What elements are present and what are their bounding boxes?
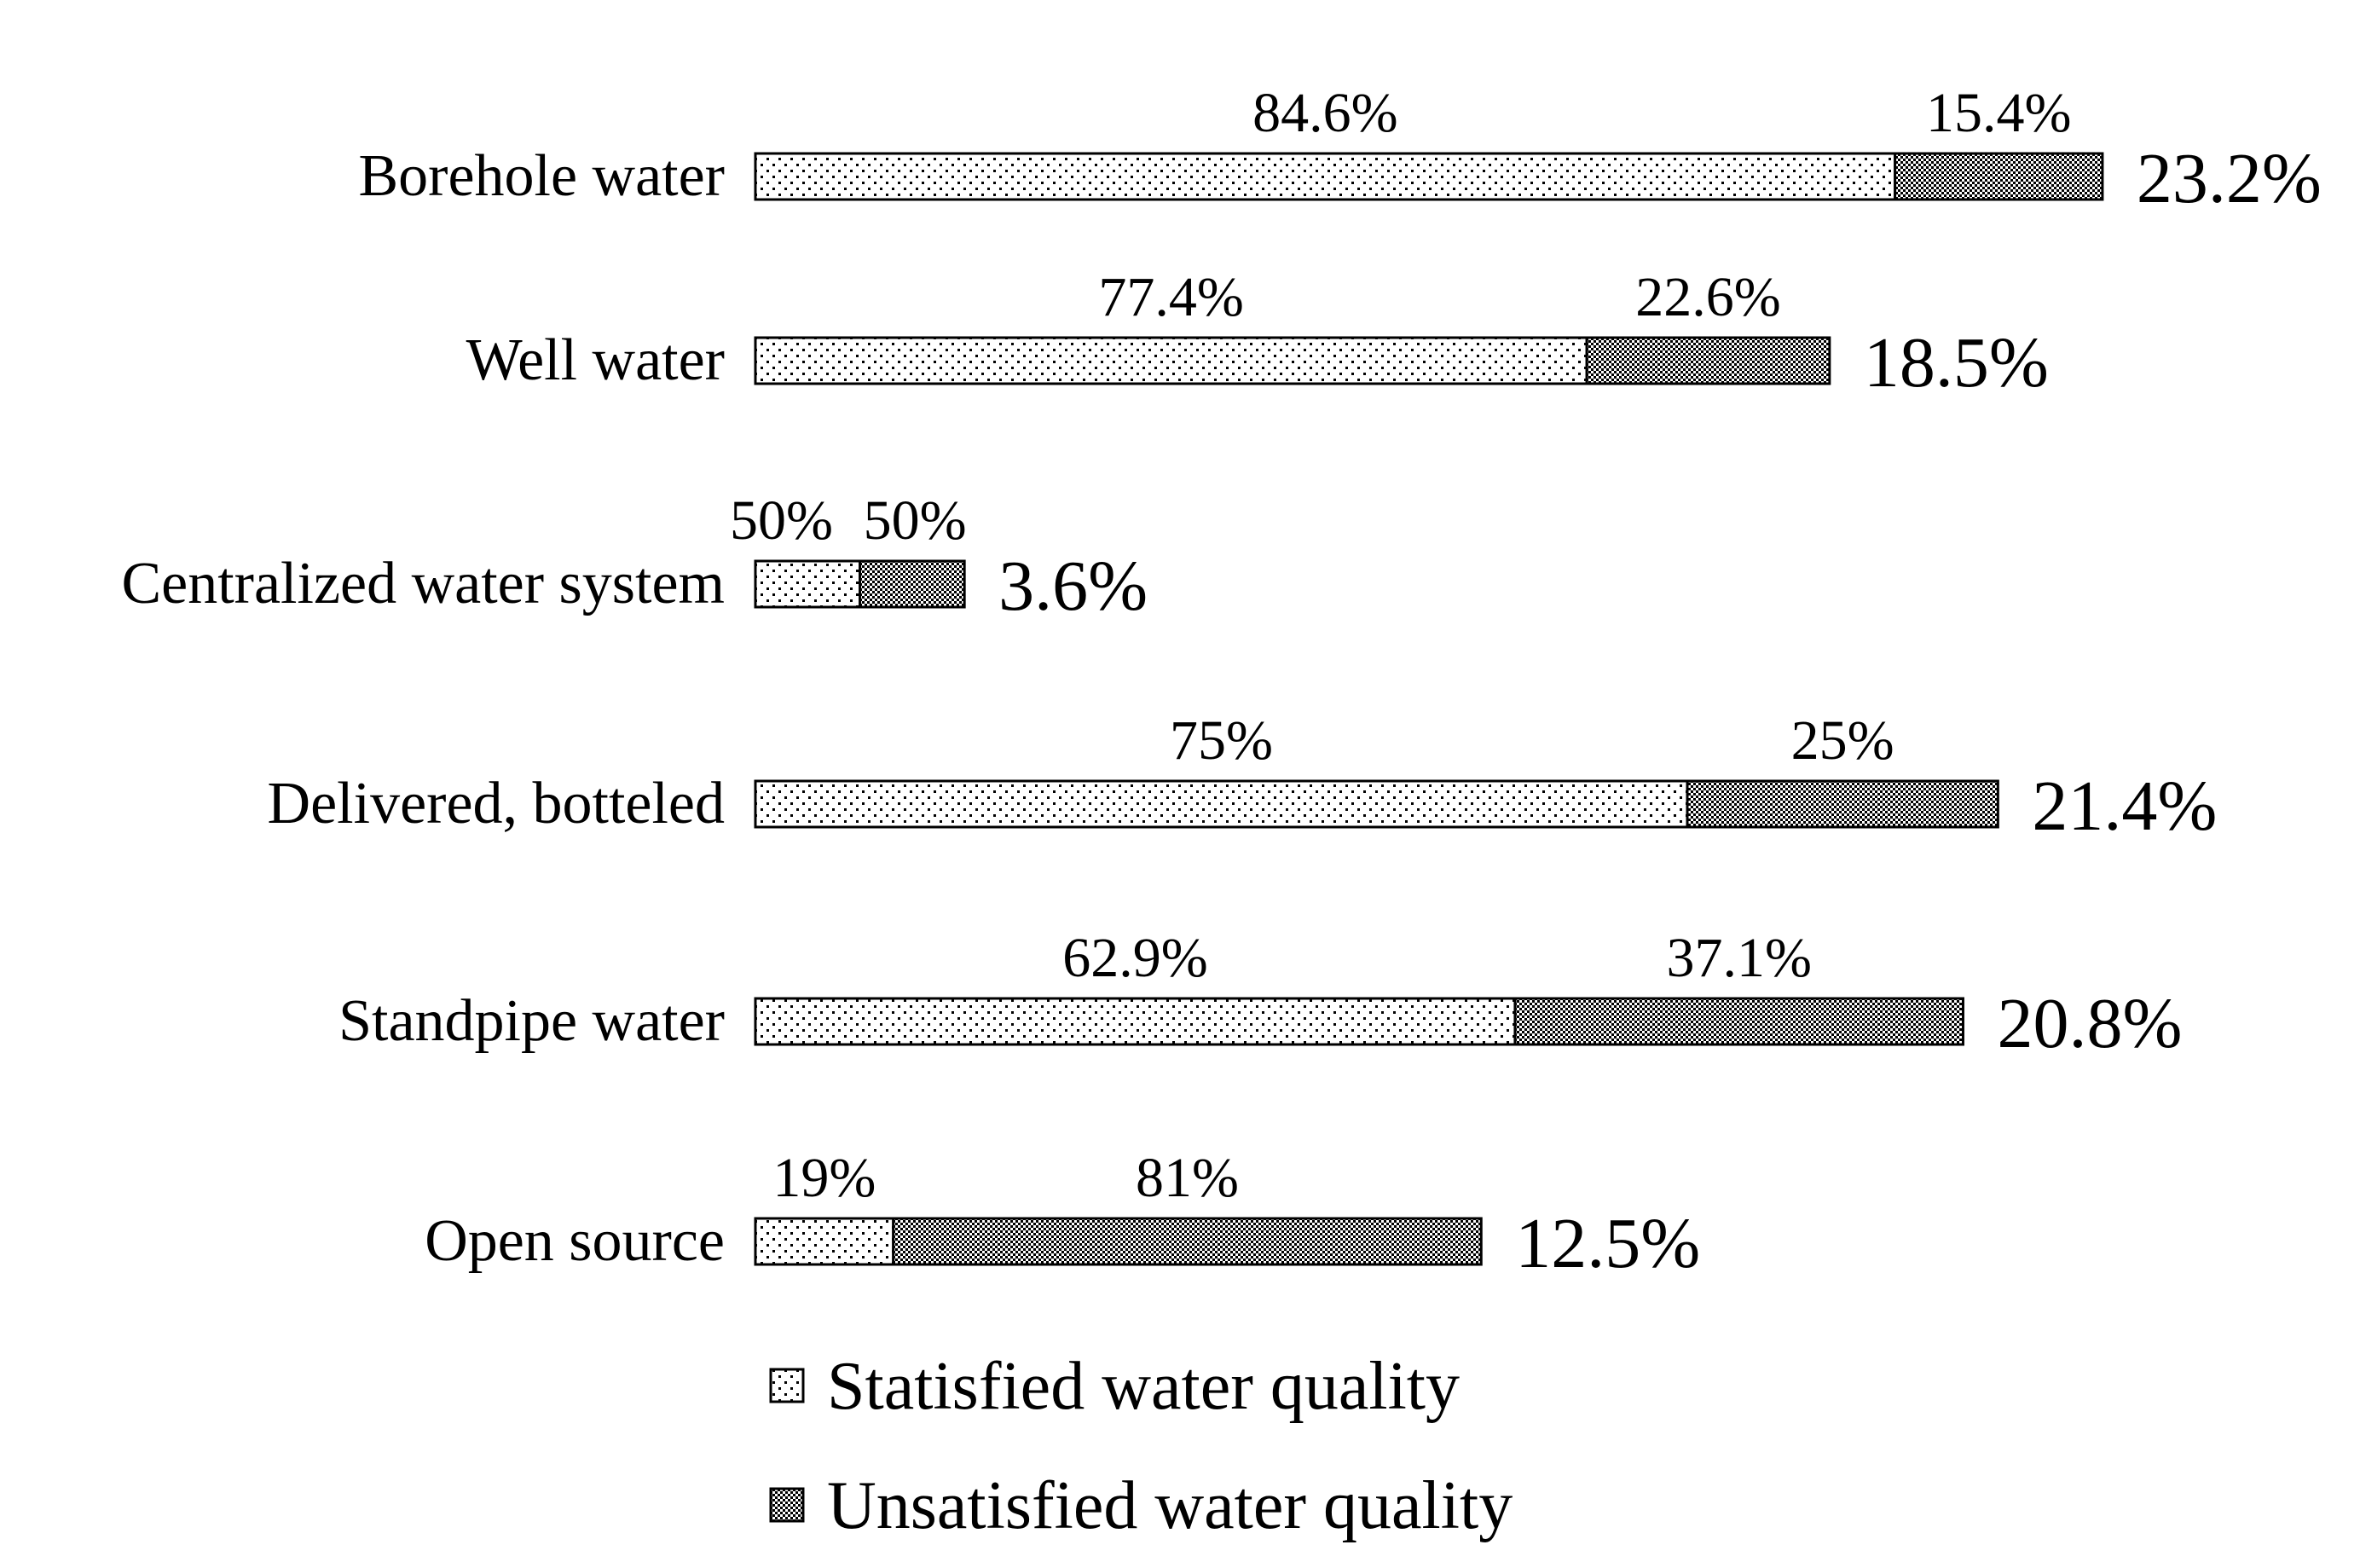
category-label: Well water: [466, 327, 725, 393]
unsatisfied-segment: [1585, 336, 1831, 385]
unsatisfied-percent-label: 25%: [1791, 709, 1894, 772]
legend: Statisfied water quality Unsatisfied wate…: [769, 1349, 1513, 1543]
unsatisfied-percent-label: 22.6%: [1635, 266, 1780, 328]
total-share-label: 20.8%: [1997, 984, 2182, 1063]
unsatisfied-percent-label: 50%: [864, 489, 967, 552]
total-share-label: 23.2%: [2137, 139, 2322, 218]
bar-row-delivered-botteled: Delivered, botteled 75% 25% 21.4%: [268, 709, 2218, 846]
category-label: Standpipe water: [338, 988, 725, 1054]
satisfied-percent-label: 62.9%: [1062, 927, 1207, 989]
total-share-label: 3.6%: [998, 547, 1148, 626]
satisfied-segment: [754, 997, 1517, 1046]
satisfied-percent-label: 19%: [772, 1147, 876, 1209]
unsatisfied-percent-label: 15.4%: [1926, 82, 2071, 144]
legend-item-satisfied: Statisfied water quality: [769, 1349, 1460, 1424]
bar-row-well-water: Well water 77.4% 22.6% 18.5%: [466, 266, 2049, 402]
category-label: Centralized water system: [121, 551, 725, 616]
unsatisfied-segment: [1513, 997, 1964, 1046]
category-label: Open source: [425, 1208, 725, 1274]
legend-label: Statisfied water quality: [827, 1349, 1460, 1424]
legend-label: Unsatisfied water quality: [827, 1468, 1513, 1543]
total-share-label: 21.4%: [2032, 767, 2217, 846]
total-share-label: 18.5%: [1864, 323, 2049, 402]
bar-row-standpipe-water: Standpipe water 62.9% 37.1% 20.8%: [338, 927, 2182, 1063]
satisfied-percent-label: 75%: [1170, 709, 1273, 772]
unsatisfied-segment: [1894, 152, 2104, 201]
category-label: Delivered, botteled: [268, 771, 725, 836]
satisfied-segment: [754, 152, 1897, 201]
bar-row-borehole-water: Borehole water 84.6% 15.4% 23.2%: [358, 82, 2321, 218]
unsatisfied-percent-label: 81%: [1136, 1147, 1239, 1209]
unsatisfied-percent-label: 37.1%: [1666, 927, 1811, 989]
satisfied-segment: [754, 1217, 895, 1266]
satisfied-percent-label: 77.4%: [1098, 266, 1243, 328]
unsatisfied-segment: [1686, 779, 1999, 829]
satisfied-percent-label: 84.6%: [1252, 82, 1397, 144]
legend-item-unsatisfied: Unsatisfied water quality: [769, 1468, 1513, 1543]
satisfied-segment: [754, 559, 862, 609]
legend-swatch: [769, 1368, 805, 1403]
legend-swatch: [769, 1487, 805, 1523]
satisfied-segment: [754, 336, 1588, 385]
total-share-label: 12.5%: [1515, 1204, 1700, 1283]
unsatisfied-segment: [892, 1217, 1483, 1266]
satisfied-segment: [754, 779, 1689, 829]
satisfied-percent-label: 50%: [730, 489, 833, 552]
bars-group: Borehole water 84.6% 15.4% 23.2% Well water 7…: [121, 82, 2321, 1283]
unsatisfied-segment: [859, 559, 966, 609]
bar-row-open-source: Open source 19% 81% 12.5%: [425, 1147, 1700, 1283]
category-label: Borehole water: [358, 143, 725, 209]
